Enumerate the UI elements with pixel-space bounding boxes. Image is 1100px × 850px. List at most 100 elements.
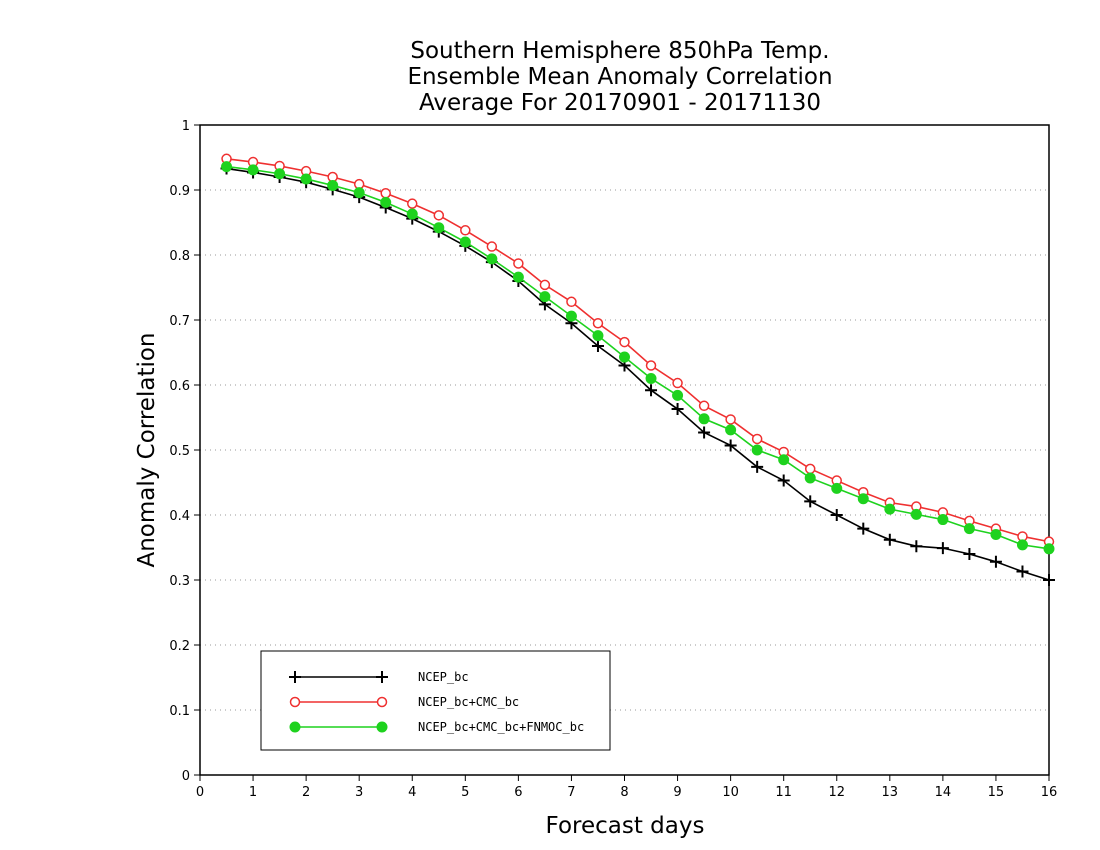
data-point	[645, 384, 658, 397]
legend-label: NCEP_bc	[418, 670, 469, 684]
chart-title: Southern Hemisphere 850hPa Temp.Ensemble…	[407, 38, 832, 116]
data-point	[804, 472, 816, 484]
x-tick-label: 8	[620, 785, 628, 800]
legend-label: NCEP_bc+CMC_bc	[418, 695, 519, 709]
series-2	[221, 153, 1055, 547]
data-point	[619, 351, 630, 363]
x-tick-label: 10	[722, 785, 739, 800]
legend-marker	[376, 696, 388, 708]
data-point	[751, 433, 763, 445]
data-point	[433, 210, 445, 221]
data-point	[539, 291, 551, 303]
data-point	[1016, 539, 1028, 551]
legend-marker	[376, 671, 388, 683]
data-point	[513, 258, 524, 269]
data-point	[274, 168, 286, 180]
data-point	[778, 454, 790, 466]
data-point	[857, 493, 869, 505]
y-tick-label: 0.7	[169, 314, 190, 329]
data-point	[672, 377, 683, 389]
data-point	[619, 336, 630, 348]
y-tick-label: 0.3	[169, 574, 190, 589]
x-tick-label: 7	[567, 785, 575, 800]
y-tick-label: 0	[182, 769, 190, 784]
series-1	[220, 162, 1055, 586]
data-point	[963, 523, 975, 535]
data-point	[380, 196, 392, 208]
legend-label: NCEP_bc+CMC_bc+FNMOC_bc	[418, 720, 584, 734]
x-tick-label: 5	[461, 785, 469, 800]
legend-entry-2: NCEP_bc+CMC_bc	[289, 695, 519, 709]
data-point	[1043, 574, 1055, 586]
x-tick-label: 12	[828, 785, 845, 800]
data-point	[539, 279, 551, 291]
data-point	[883, 533, 896, 546]
y-tick-label: 0.8	[169, 249, 190, 264]
data-point	[698, 426, 711, 439]
data-point	[407, 198, 418, 209]
x-tick-label: 14	[935, 785, 952, 800]
data-point	[566, 296, 577, 308]
legend-box	[260, 650, 611, 751]
data-point	[725, 424, 737, 436]
data-point	[751, 444, 763, 456]
y-tick-label: 0.1	[169, 704, 190, 719]
data-point	[671, 403, 684, 416]
data-point	[300, 173, 312, 185]
data-point	[724, 439, 737, 452]
title-line-3: Average For 20170901 - 20171130	[419, 90, 821, 116]
data-point	[592, 318, 604, 329]
series-line	[226, 165, 1050, 550]
data-point	[857, 522, 870, 535]
data-point	[1043, 543, 1055, 555]
x-tick-label: 6	[514, 785, 522, 800]
data-point	[433, 222, 445, 234]
x-tick-label: 4	[408, 785, 416, 800]
series-line	[226, 158, 1050, 543]
y-tick-label: 0.4	[169, 509, 190, 524]
data-point	[221, 161, 233, 173]
x-axis: 0 1 2 3 4 5 6 7 8 9 10 11 12 13 14 15 16	[196, 775, 1057, 800]
title-line-2: Ensemble Mean Anomaly Correlation	[407, 64, 832, 90]
data-point	[486, 241, 498, 252]
data-point	[645, 360, 657, 371]
x-tick-label: 1	[249, 785, 257, 800]
data-point	[884, 503, 896, 515]
data-point	[830, 509, 843, 521]
x-axis-label: Forecast days	[546, 813, 705, 839]
data-point	[406, 208, 418, 220]
data-point	[353, 187, 365, 199]
data-point	[698, 413, 710, 425]
series-layer	[220, 153, 1055, 586]
data-point	[380, 188, 391, 199]
y-axis-label: Anomaly Correlation	[134, 332, 160, 567]
x-tick-label: 13	[882, 785, 899, 800]
data-point	[672, 389, 684, 401]
legend-marker	[289, 696, 301, 708]
data-point	[327, 179, 339, 191]
series-3	[221, 161, 1055, 555]
data-point	[777, 474, 790, 487]
legend-marker	[289, 671, 301, 683]
x-tick-label: 16	[1041, 785, 1058, 800]
legend-entry-1: NCEP_bc	[289, 670, 469, 684]
data-point	[512, 271, 524, 283]
data-point	[910, 540, 923, 553]
data-point	[804, 495, 817, 508]
data-point	[698, 400, 710, 412]
data-point	[989, 555, 1002, 568]
data-point	[910, 508, 922, 520]
data-point	[645, 373, 657, 384]
legend-marker	[376, 721, 388, 733]
legend-marker	[289, 721, 301, 733]
legend-entry-3: NCEP_bc+CMC_bc+FNMOC_bc	[289, 720, 584, 734]
data-point	[990, 529, 1002, 540]
y-axis: 0 0.1 0.2 0.3 0.4 0.5 0.6 0.7 0.8 0.9 1	[169, 119, 200, 784]
y-tick-label: 0.2	[169, 639, 190, 654]
x-tick-label: 9	[673, 785, 681, 800]
y-tick-label: 0.9	[169, 184, 190, 199]
data-point	[459, 236, 471, 248]
data-point	[804, 463, 816, 475]
data-point	[592, 330, 604, 342]
